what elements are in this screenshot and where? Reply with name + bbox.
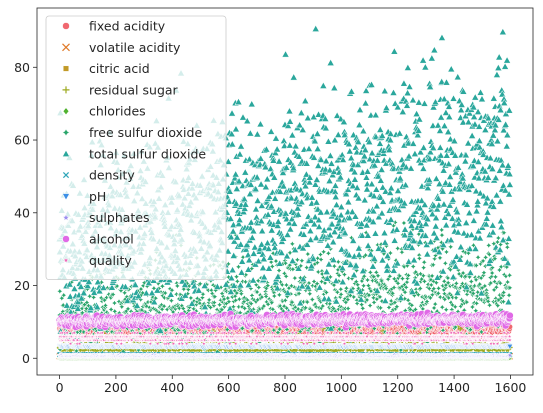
scatter-chart: 0 200 400 600 800 1000 1200 1400 1600 020406080 … <box>14 7 534 395</box>
